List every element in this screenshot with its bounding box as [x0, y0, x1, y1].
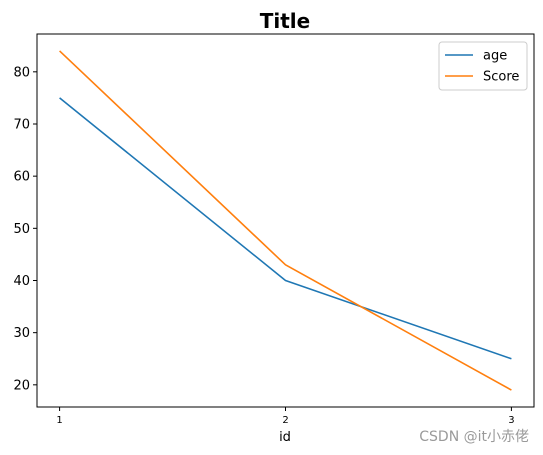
y-tick-label: 30: [13, 326, 30, 341]
x-axis-label: id: [279, 430, 291, 445]
y-tick-label: 70: [13, 117, 30, 132]
series-line-age: [59, 97, 512, 360]
series-line-score: [59, 50, 512, 391]
x-tick-label: 1: [56, 415, 62, 426]
legend-label: Score: [483, 70, 519, 85]
watermark: CSDN @it小赤佬: [419, 429, 529, 445]
chart-title: Title: [260, 9, 310, 33]
legend: age Score: [438, 41, 528, 91]
y-tick-label: 60: [13, 170, 30, 185]
series-lines: [59, 50, 512, 391]
y-tick-label: 50: [13, 222, 30, 237]
x-tick-label: 2: [282, 415, 288, 426]
y-tick-label: 20: [13, 378, 30, 393]
legend-box: [438, 41, 528, 91]
legend-label: age: [483, 49, 507, 64]
y-tick-label: 40: [13, 274, 30, 289]
x-tick-label: 3: [508, 415, 514, 426]
x-axis: 1 2 3: [56, 407, 515, 426]
y-tick-label: 80: [13, 65, 30, 80]
y-axis: 20 30 40 50 60 70 80: [13, 65, 37, 393]
